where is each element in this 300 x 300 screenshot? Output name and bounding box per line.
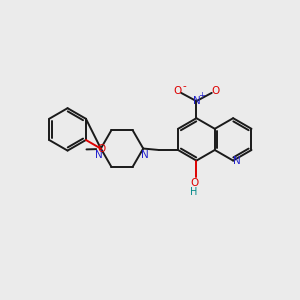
Text: N: N (193, 96, 200, 106)
Text: H: H (190, 187, 198, 197)
Text: O: O (97, 144, 105, 154)
Text: -: - (183, 81, 187, 92)
Text: O: O (173, 85, 182, 95)
Text: N: N (233, 156, 241, 166)
Text: N: N (95, 150, 103, 160)
Text: +: + (198, 91, 205, 100)
Text: O: O (190, 178, 198, 188)
Text: O: O (212, 85, 220, 95)
Text: N: N (141, 150, 148, 160)
